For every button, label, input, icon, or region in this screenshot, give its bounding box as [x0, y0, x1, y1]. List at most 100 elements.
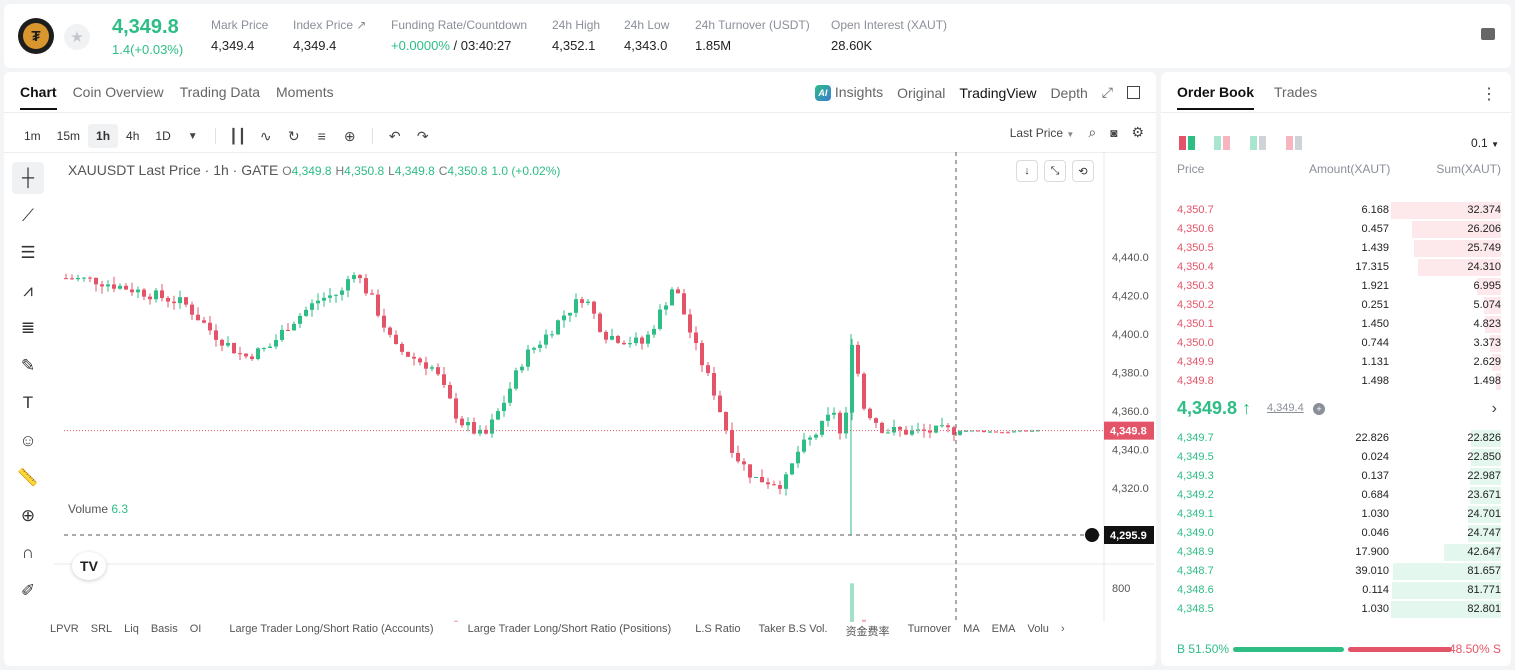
- fib-icon[interactable]: ≣: [20, 318, 36, 337]
- info-icon[interactable]: +: [1313, 403, 1325, 415]
- more-menu-icon[interactable]: ⋮: [1481, 86, 1497, 103]
- bid-row[interactable]: 4,349.2 0.684 23.671: [1161, 486, 1511, 505]
- bid-row[interactable]: 4,348.6 0.114 81.771: [1161, 581, 1511, 600]
- ask-row[interactable]: 4,350.5 1.439 25.749: [1161, 239, 1511, 258]
- chevron-right-icon[interactable]: ›: [1491, 400, 1497, 417]
- eraser-icon[interactable]: ✐: [20, 580, 36, 600]
- ask-row[interactable]: 4,350.6 0.457 26.206: [1161, 220, 1511, 239]
- bid-row[interactable]: 4,348.5 1.030 82.801: [1161, 600, 1511, 619]
- reset-icon[interactable]: ⟲: [1072, 160, 1094, 182]
- trendline-icon[interactable]: ⟋: [22, 205, 34, 225]
- compress-icon[interactable]: ⤡: [1044, 160, 1066, 182]
- arrow-down-icon[interactable]: ↓: [1016, 160, 1038, 182]
- candle-body: [610, 335, 614, 340]
- ind-srl[interactable]: SRL: [90, 623, 113, 635]
- candle-type-icon[interactable]: ┃┃: [229, 127, 247, 144]
- view-bids-icon[interactable]: [1250, 136, 1266, 150]
- pattern-icon[interactable]: ⩘: [23, 280, 33, 300]
- ask-row[interactable]: 4,350.1 1.450 4.823: [1161, 315, 1511, 334]
- ruler-icon[interactable]: 📏: [17, 468, 39, 487]
- view-depth[interactable]: Depth: [1050, 84, 1088, 101]
- horizontal-lines-icon[interactable]: ☰: [20, 243, 36, 262]
- row-price: 4,350.1: [1177, 318, 1214, 330]
- ind-taker-vol[interactable]: Taker B.S Vol.: [758, 623, 828, 635]
- ind-funding-rate[interactable]: 资金费率: [845, 626, 890, 638]
- insights-button[interactable]: AI Insights: [814, 84, 883, 102]
- add-alert-icon[interactable]: [1085, 528, 1099, 542]
- precision-select[interactable]: 0.1 ▼: [1471, 136, 1499, 150]
- tab-chart[interactable]: Chart: [20, 84, 57, 110]
- sell-ratio-bar: [1347, 647, 1452, 652]
- interval-1h[interactable]: 1h: [88, 124, 119, 148]
- tab-trading-data[interactable]: Trading Data: [179, 84, 261, 100]
- candlestick-chart[interactable]: 4,440.0 4,420.0 4,400.0 4,380.0 4,360.0 4,340…: [54, 152, 1154, 622]
- ind-lpvr[interactable]: LPVR: [50, 623, 79, 635]
- ind-volume[interactable]: Volu: [1027, 623, 1049, 635]
- view-mode-2-icon[interactable]: [1214, 136, 1230, 150]
- ind-liq[interactable]: Liq: [124, 623, 139, 635]
- view-tradingview[interactable]: TradingView: [959, 84, 1037, 101]
- bid-row[interactable]: 4,349.0 0.046 24.747: [1161, 524, 1511, 543]
- bid-row[interactable]: 4,348.7 39.010 81.657: [1161, 562, 1511, 581]
- ind-ma[interactable]: MA: [963, 623, 980, 635]
- bid-row[interactable]: 4,349.7 22.826 22.826: [1161, 429, 1511, 448]
- view-both-icon[interactable]: [1179, 136, 1195, 150]
- crosshair-icon[interactable]: ┼: [12, 162, 44, 194]
- fullscreen-icon[interactable]: [1127, 86, 1140, 100]
- ask-row[interactable]: 4,350.0 0.744 3.373: [1161, 334, 1511, 353]
- bid-row[interactable]: 4,349.5 0.024 22.850: [1161, 448, 1511, 467]
- ind-oi[interactable]: OI: [189, 623, 202, 635]
- view-original[interactable]: Original: [897, 84, 946, 101]
- settings-gear-icon[interactable]: ⚙: [1131, 124, 1144, 140]
- ind-ls-positions[interactable]: Large Trader Long/Short Ratio (Positions…: [467, 623, 672, 635]
- tab-trades[interactable]: Trades: [1274, 84, 1318, 100]
- candle-body: [202, 320, 206, 323]
- ind-ls-accounts[interactable]: Large Trader Long/Short Ratio (Accounts): [229, 623, 434, 635]
- brush-icon[interactable]: ✎: [20, 355, 36, 375]
- text-icon[interactable]: T: [22, 393, 34, 412]
- ask-row[interactable]: 4,350.3 1.921 6.995: [1161, 277, 1511, 296]
- chevron-down-icon[interactable]: ▼: [187, 130, 198, 142]
- undo-icon[interactable]: ↶: [388, 127, 401, 144]
- chevron-right-icon[interactable]: ›: [1060, 623, 1065, 635]
- book-icon[interactable]: [1481, 28, 1495, 40]
- candle-body: [736, 452, 740, 462]
- ask-row[interactable]: 4,350.4 17.315 24.310: [1161, 258, 1511, 277]
- ask-row[interactable]: 4,350.7 6.168 32.374: [1161, 201, 1511, 220]
- bid-row[interactable]: 4,349.3 0.137 22.987: [1161, 467, 1511, 486]
- tab-moments[interactable]: Moments: [276, 84, 334, 100]
- templates-icon[interactable]: ≡: [317, 128, 326, 144]
- favorite-star-icon[interactable]: ★: [64, 24, 90, 50]
- zoom-in-icon[interactable]: ⊕: [20, 505, 36, 525]
- candle-body: [82, 277, 86, 279]
- ind-basis[interactable]: Basis: [150, 623, 178, 635]
- interval-4h[interactable]: 4h: [126, 129, 140, 143]
- indicators-icon[interactable]: ∿: [259, 127, 272, 144]
- emoji-icon[interactable]: ☺: [19, 430, 37, 450]
- ind-ls-ratio[interactable]: L.S Ratio: [695, 623, 741, 635]
- bid-row[interactable]: 4,349.1 1.030 24.701: [1161, 505, 1511, 524]
- price-type-select[interactable]: Last Price ▼: [1009, 125, 1075, 140]
- camera-icon[interactable]: ◙: [1110, 125, 1118, 140]
- tab-order-book[interactable]: Order Book: [1177, 84, 1255, 110]
- refresh-icon[interactable]: ↻: [287, 127, 300, 144]
- tab-coin-overview[interactable]: Coin Overview: [72, 84, 164, 100]
- y-axis-tick: 4,440.0: [1112, 252, 1149, 264]
- expand-icon[interactable]: ⤢: [1101, 84, 1113, 101]
- interval-15m[interactable]: 15m: [56, 129, 81, 143]
- ask-row[interactable]: 4,350.2 0.251 5.074: [1161, 296, 1511, 315]
- add-indicator-icon[interactable]: ⊕: [343, 127, 356, 144]
- ind-turnover[interactable]: Turnover: [907, 623, 952, 635]
- stat-index-price[interactable]: Index Price ↗ 4,349.4: [293, 18, 367, 53]
- row-amount: 0.024: [1361, 451, 1389, 463]
- interval-1d[interactable]: 1D: [155, 129, 171, 143]
- ask-row[interactable]: 4,349.8 1.498 1.498: [1161, 372, 1511, 391]
- bid-row[interactable]: 4,348.9 17.900 42.647: [1161, 543, 1511, 562]
- redo-icon[interactable]: ↷: [416, 127, 429, 144]
- ask-row[interactable]: 4,349.9 1.131 2.629: [1161, 353, 1511, 372]
- ind-ema[interactable]: EMA: [991, 623, 1016, 635]
- magnet-icon[interactable]: ∩: [21, 543, 35, 562]
- interval-1m[interactable]: 1m: [24, 129, 41, 143]
- view-asks-icon[interactable]: [1286, 136, 1302, 150]
- search-icon[interactable]: ⌕: [1088, 124, 1097, 140]
